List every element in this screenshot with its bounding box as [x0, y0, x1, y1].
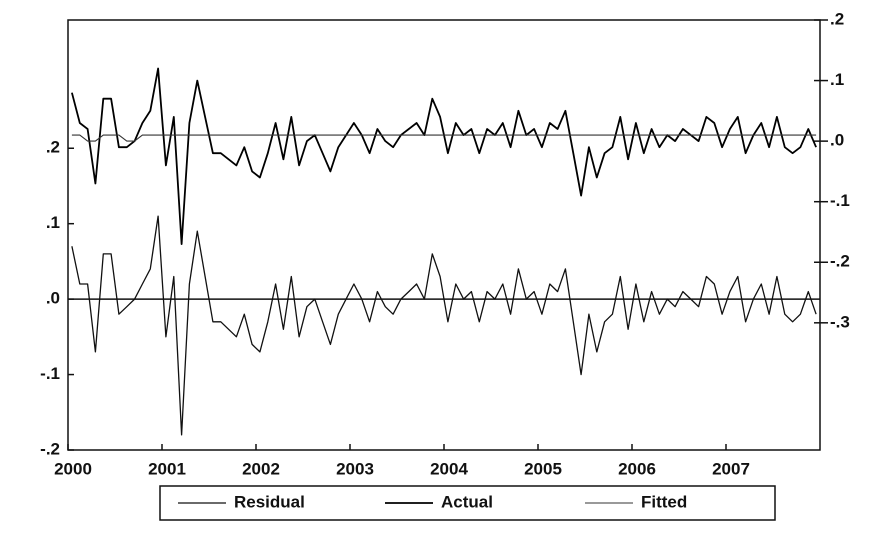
x-tick-label: 2002: [242, 459, 280, 478]
x-tick-label: 2005: [524, 459, 562, 478]
legend-label: Residual: [234, 492, 305, 511]
y2-tick-label: .2: [830, 9, 844, 28]
legend-label: Fitted: [641, 492, 687, 511]
y-tick-label: -.1: [40, 364, 60, 383]
chart: -.2 -.1 .0 .1 .2 -.3 -.2 -.1 .0 .1 .2 2000 2001 2002 2…: [0, 0, 882, 549]
x-tick-label: 2004: [430, 459, 468, 478]
legend-label: Actual: [441, 492, 493, 511]
x-tick-label: 2003: [336, 459, 374, 478]
series-line: [72, 216, 816, 435]
y-tick-label: -.2: [40, 439, 60, 458]
y2-tick-label: -.3: [830, 312, 850, 331]
x-tick-label: 2001: [148, 459, 186, 478]
x-tick-label: 2007: [712, 459, 750, 478]
y2-tick-label: -.2: [830, 252, 850, 271]
y2-tick-label: .0: [830, 131, 844, 150]
y-tick-label: .0: [46, 289, 60, 308]
y-tick-label: .1: [46, 213, 60, 232]
y2-tick-label: .1: [830, 70, 844, 89]
y-tick-label: .2: [46, 138, 60, 157]
x-tick-label: 2000: [54, 459, 92, 478]
y2-tick-label: -.1: [830, 191, 850, 210]
series-line: [72, 69, 816, 245]
x-tick-label: 2006: [618, 459, 656, 478]
